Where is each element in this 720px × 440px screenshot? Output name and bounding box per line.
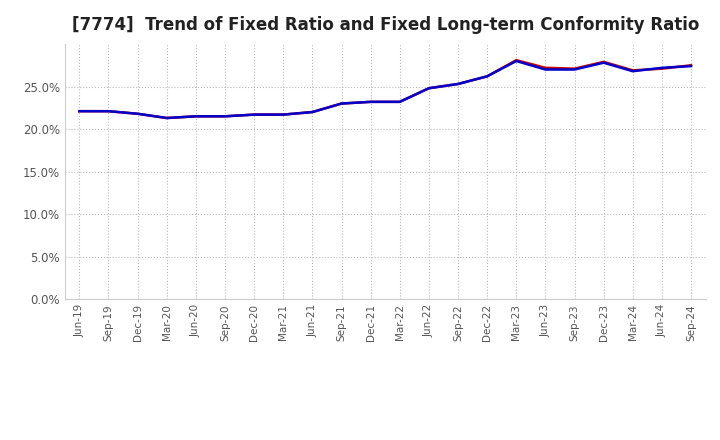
Fixed Ratio [483, 73, 492, 79]
Fixed Ratio [279, 112, 287, 117]
Fixed Long-term Conformity Ratio [75, 109, 84, 114]
Fixed Long-term Conformity Ratio [425, 86, 433, 91]
Fixed Ratio [220, 114, 229, 119]
Fixed Long-term Conformity Ratio [687, 62, 696, 68]
Fixed Ratio [629, 69, 637, 74]
Fixed Long-term Conformity Ratio [657, 66, 666, 71]
Fixed Ratio [75, 109, 84, 114]
Fixed Long-term Conformity Ratio [366, 99, 375, 104]
Fixed Long-term Conformity Ratio [163, 115, 171, 121]
Fixed Long-term Conformity Ratio [454, 81, 462, 87]
Fixed Ratio [104, 109, 113, 114]
Fixed Ratio [687, 63, 696, 69]
Fixed Ratio [250, 112, 258, 117]
Fixed Ratio [570, 67, 579, 72]
Fixed Long-term Conformity Ratio [541, 65, 550, 70]
Fixed Ratio [454, 81, 462, 87]
Fixed Long-term Conformity Ratio [192, 114, 200, 119]
Line: Fixed Ratio: Fixed Ratio [79, 61, 691, 118]
Fixed Long-term Conformity Ratio [308, 110, 317, 115]
Fixed Long-term Conformity Ratio [279, 112, 287, 117]
Fixed Ratio [337, 101, 346, 106]
Fixed Long-term Conformity Ratio [337, 101, 346, 106]
Fixed Long-term Conformity Ratio [104, 109, 113, 114]
Legend: Fixed Long-term Conformity Ratio, Fixed Ratio: Fixed Long-term Conformity Ratio, Fixed … [190, 438, 580, 440]
Fixed Ratio [541, 67, 550, 72]
Fixed Long-term Conformity Ratio [483, 73, 492, 79]
Fixed Long-term Conformity Ratio [395, 99, 404, 104]
Fixed Ratio [395, 99, 404, 104]
Fixed Ratio [366, 99, 375, 104]
Fixed Long-term Conformity Ratio [250, 112, 258, 117]
Fixed Long-term Conformity Ratio [570, 66, 579, 71]
Fixed Ratio [192, 114, 200, 119]
Fixed Ratio [163, 115, 171, 121]
Fixed Ratio [425, 86, 433, 91]
Fixed Long-term Conformity Ratio [599, 59, 608, 65]
Fixed Long-term Conformity Ratio [133, 111, 142, 117]
Line: Fixed Long-term Conformity Ratio: Fixed Long-term Conformity Ratio [79, 60, 691, 118]
Fixed Ratio [512, 59, 521, 64]
Fixed Ratio [133, 111, 142, 117]
Fixed Long-term Conformity Ratio [629, 68, 637, 73]
Fixed Ratio [308, 110, 317, 115]
Fixed Long-term Conformity Ratio [220, 114, 229, 119]
Title: [7774]  Trend of Fixed Ratio and Fixed Long-term Conformity Ratio: [7774] Trend of Fixed Ratio and Fixed Lo… [71, 16, 699, 34]
Fixed Ratio [599, 60, 608, 66]
Fixed Ratio [657, 65, 666, 70]
Fixed Long-term Conformity Ratio [512, 58, 521, 63]
